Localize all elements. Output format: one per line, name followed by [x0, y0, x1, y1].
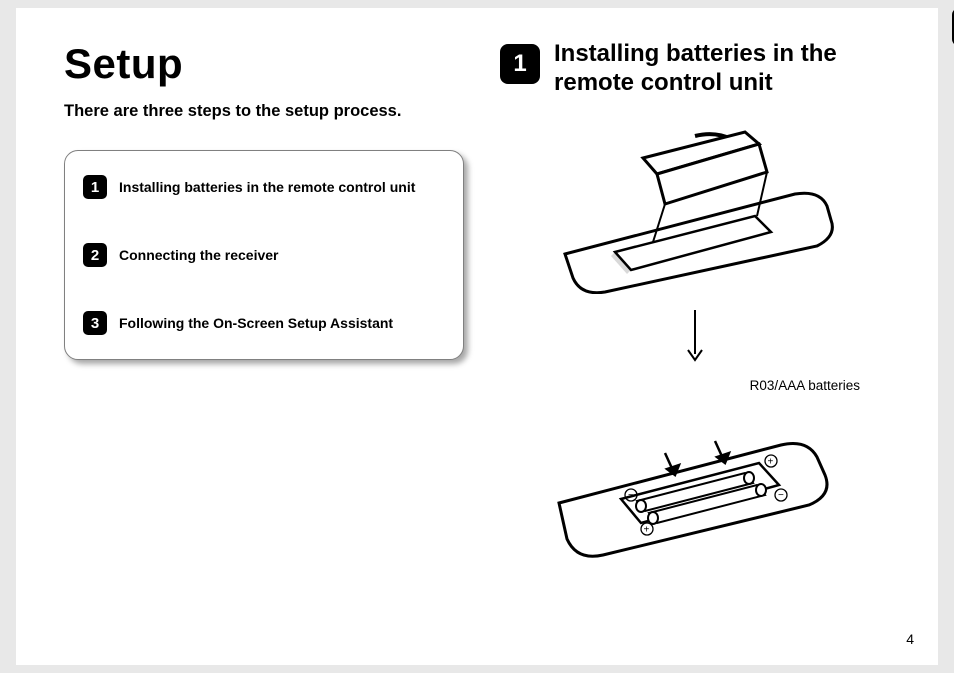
left-column: Setup There are three steps to the setup…	[64, 40, 464, 625]
step-row: 1 Installing batteries in the remote con…	[83, 175, 445, 199]
step-label: Following the On-Screen Setup Assistant	[119, 315, 393, 331]
step-label: Installing batteries in the remote contr…	[119, 179, 415, 195]
page-title: Setup	[64, 40, 464, 88]
svg-text:+: +	[644, 524, 650, 535]
steps-card: 1 Installing batteries in the remote con…	[64, 150, 464, 360]
step-number-badge: 2	[83, 243, 107, 267]
section-title: Installing batteries in the remote contr…	[554, 40, 890, 98]
svg-text:−: −	[778, 490, 784, 501]
remote-cover-open-illustration	[545, 124, 845, 294]
step-label: Connecting the receiver	[119, 247, 279, 263]
lead-text: There are three steps to the setup proce…	[64, 100, 464, 122]
right-column: 1 Installing batteries in the remote con…	[500, 40, 890, 625]
step-number-badge: 1	[83, 175, 107, 199]
illustration-group: R03/AAA batteries	[500, 124, 890, 559]
battery-type-caption: R03/AAA batteries	[750, 378, 860, 393]
step-row: 2 Connecting the receiver	[83, 243, 445, 267]
down-arrow-icon	[685, 308, 705, 364]
section-header: 1 Installing batteries in the remote con…	[500, 40, 890, 98]
two-column-layout: Setup There are three steps to the setup…	[64, 40, 890, 625]
remote-batteries-inserted-illustration: − + + −	[545, 399, 845, 559]
svg-text:+: +	[768, 456, 774, 467]
section-number-badge: 1	[500, 44, 540, 84]
step-row: 3 Following the On-Screen Setup Assistan…	[83, 311, 445, 335]
svg-text:−: −	[628, 490, 634, 501]
page-number: 4	[906, 631, 914, 647]
manual-page: Setup There are three steps to the setup…	[16, 8, 938, 665]
step-number-badge: 3	[83, 311, 107, 335]
